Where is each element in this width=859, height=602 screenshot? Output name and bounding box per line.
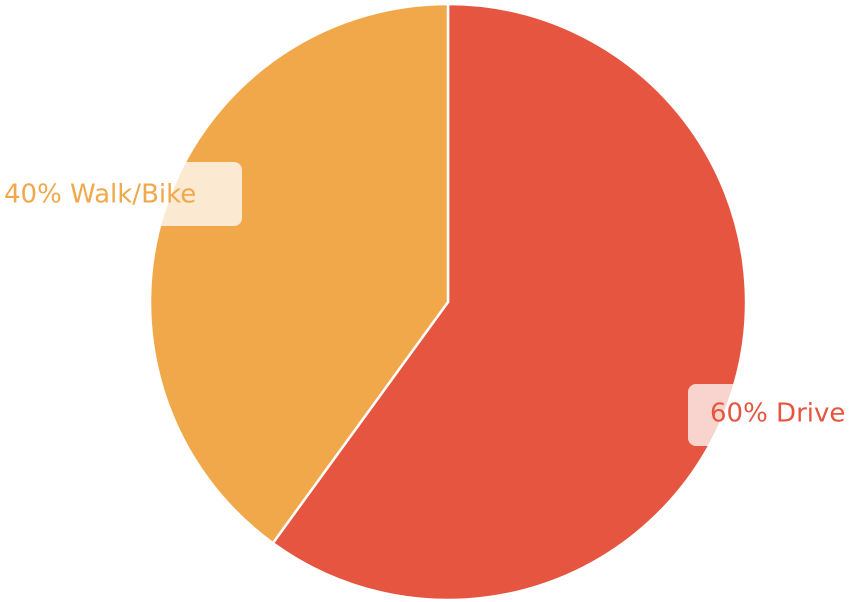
slice-label-box-walk-bike (0, 162, 242, 226)
slice-label-text-walk-bike: 40% Walk/Bike (4, 180, 196, 210)
slices-layer (148, 2, 748, 602)
slice-label-drive: 60% Drive (688, 384, 859, 446)
slice-label-walk-bike: 40% Walk/Bike (0, 162, 242, 226)
labels-layer: 60% Drive 40% Walk/Bike (0, 162, 859, 446)
slice-label-text-drive: 60% Drive (710, 399, 845, 429)
slice-label-box-drive (688, 384, 859, 446)
